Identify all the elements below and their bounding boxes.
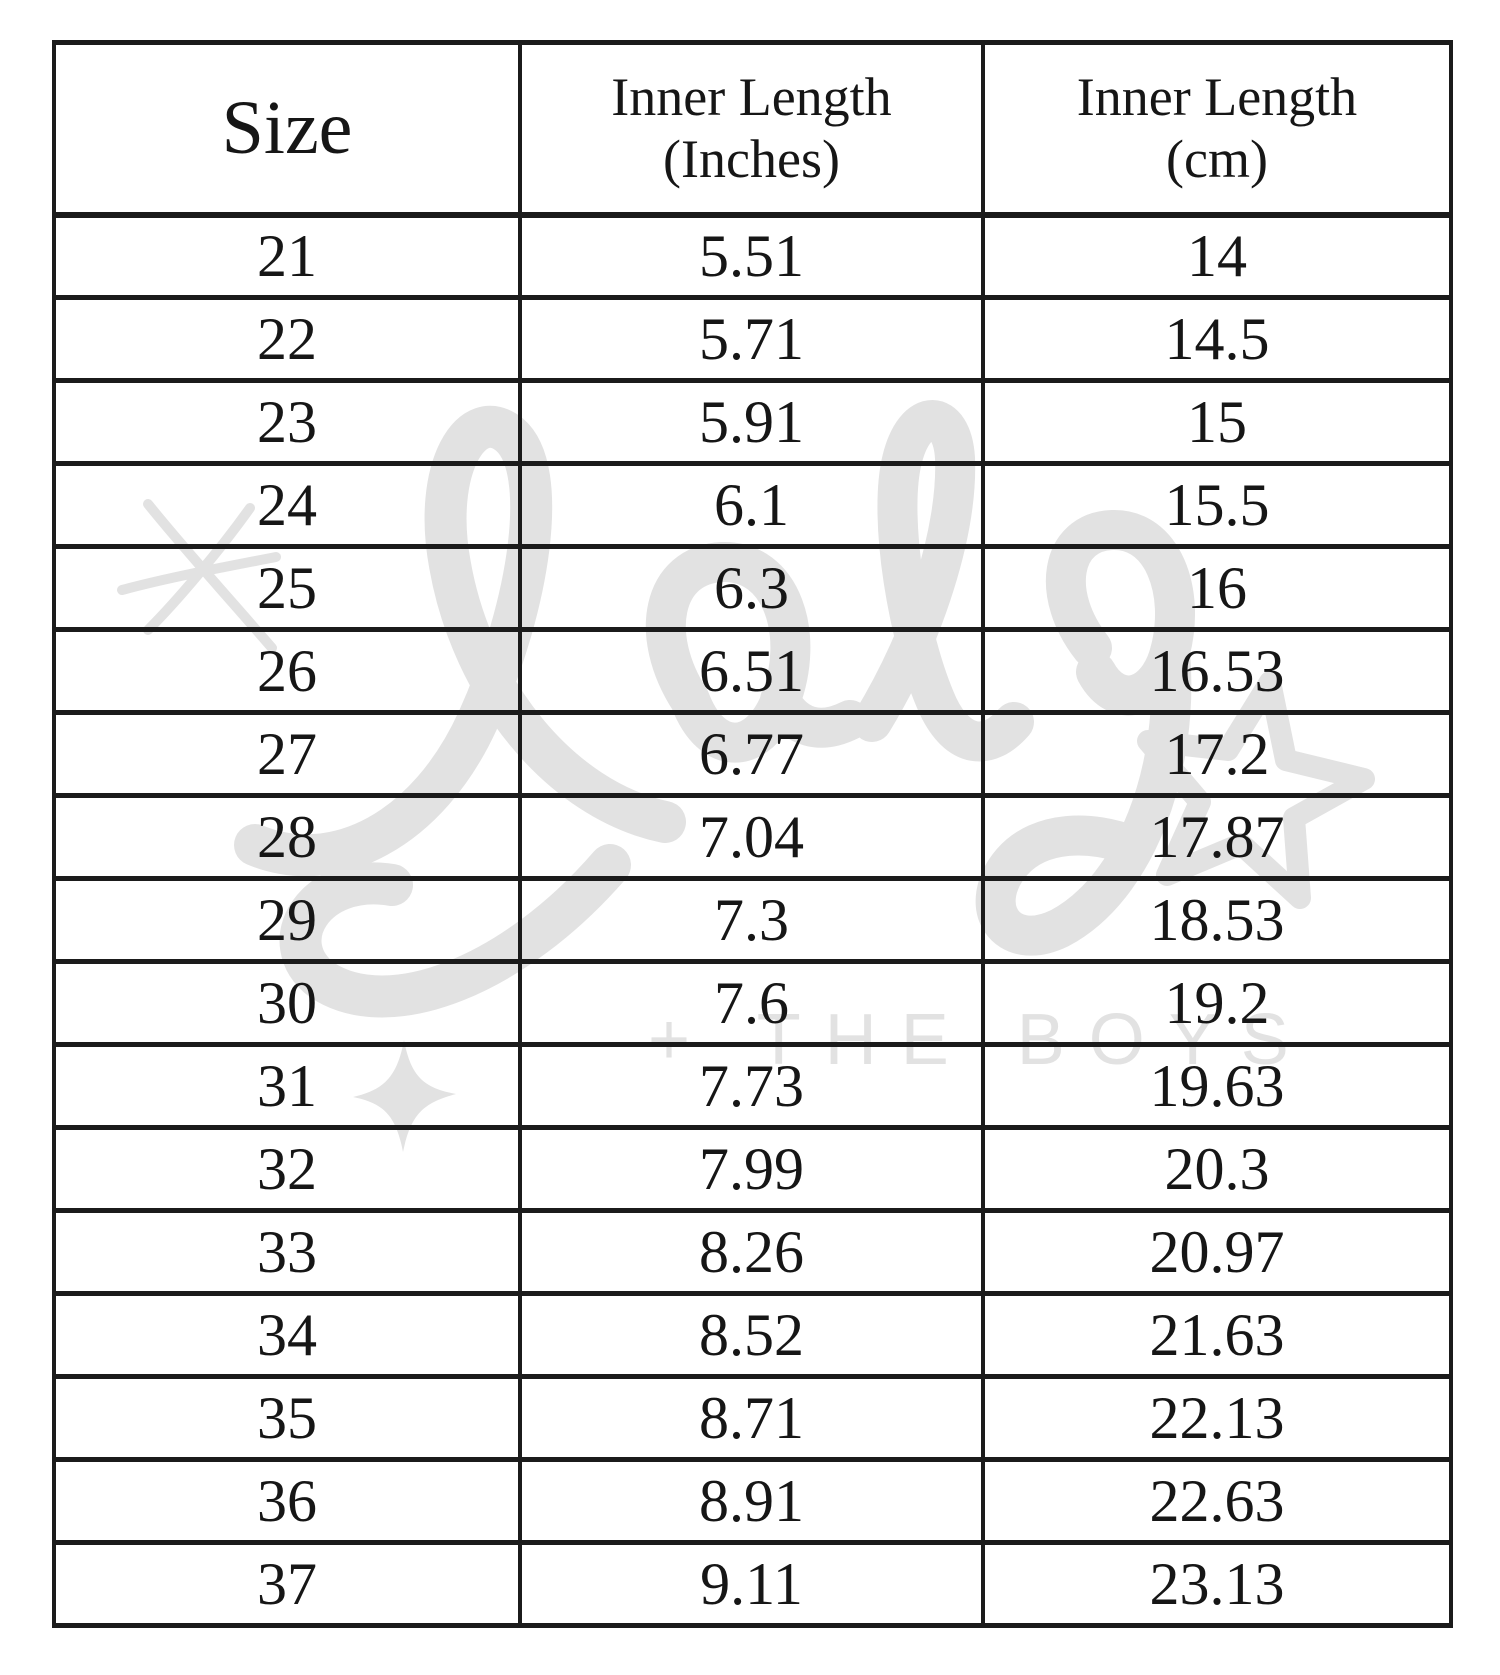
cell-cm-23: 15 — [981, 378, 1453, 466]
column-header-label: Inner Length — [1076, 67, 1358, 128]
cell-inches-22: 5.71 — [518, 295, 985, 383]
cell-cm-35: 22.13 — [981, 1374, 1453, 1462]
cell-cm-30: 19.2 — [981, 959, 1453, 1047]
cell-inches-28: 7.04 — [518, 793, 985, 881]
column-header-sublabel: (Inches) — [663, 129, 840, 190]
size-row-36: 36 8.91 22.63 — [52, 1457, 1453, 1545]
size-row-28: 28 7.04 17.87 — [52, 793, 1453, 881]
size-row-22: 22 5.71 14.5 — [52, 295, 1453, 383]
cell-inches-23: 5.91 — [518, 378, 985, 466]
cell-inches-25: 6.3 — [518, 544, 985, 632]
cell-size-29: 29 — [52, 876, 522, 964]
size-row-37: 37 9.11 23.13 — [52, 1540, 1453, 1628]
size-row-29: 29 7.3 18.53 — [52, 876, 1453, 964]
cell-size-32: 32 — [52, 1125, 522, 1213]
cell-size-28: 28 — [52, 793, 522, 881]
table-header: Size Inner Length (Inches) Inner Length (cm) — [52, 40, 1453, 218]
cell-size-25: 25 — [52, 544, 522, 632]
cell-cm-24: 15.5 — [981, 461, 1453, 549]
size-row-34: 34 8.52 21.63 — [52, 1291, 1453, 1379]
cell-inches-37: 9.11 — [518, 1540, 985, 1628]
cell-cm-36: 22.63 — [981, 1457, 1453, 1545]
cell-size-24: 24 — [52, 461, 522, 549]
cell-size-30: 30 — [52, 959, 522, 1047]
cell-inches-36: 8.91 — [518, 1457, 985, 1545]
cell-inches-33: 8.26 — [518, 1208, 985, 1296]
cell-inches-27: 6.77 — [518, 710, 985, 798]
cell-inches-31: 7.73 — [518, 1042, 985, 1130]
column-header-label: Size — [221, 85, 353, 170]
cell-size-36: 36 — [52, 1457, 522, 1545]
column-header-sublabel: (cm) — [1166, 129, 1268, 190]
cell-cm-27: 17.2 — [981, 710, 1453, 798]
size-row-23: 23 5.91 15 — [52, 378, 1453, 466]
cell-size-26: 26 — [52, 627, 522, 715]
cell-size-21: 21 — [52, 212, 522, 300]
header-row: Size Inner Length (Inches) Inner Length (cm) — [52, 40, 1453, 218]
cell-cm-29: 18.53 — [981, 876, 1453, 964]
cell-size-33: 33 — [52, 1208, 522, 1296]
column-header-label: Inner Length — [611, 67, 892, 128]
size-row-24: 24 6.1 15.5 — [52, 461, 1453, 549]
size-row-21: 21 5.51 14 — [52, 212, 1453, 300]
cell-cm-33: 20.97 — [981, 1208, 1453, 1296]
size-row-31: 31 7.73 19.63 — [52, 1042, 1453, 1130]
cell-inches-29: 7.3 — [518, 876, 985, 964]
size-row-35: 35 8.71 22.13 — [52, 1374, 1453, 1462]
cell-inches-35: 8.71 — [518, 1374, 985, 1462]
cell-cm-34: 21.63 — [981, 1291, 1453, 1379]
column-header-cm: Inner Length (cm) — [981, 40, 1453, 218]
cell-size-22: 22 — [52, 295, 522, 383]
cell-size-31: 31 — [52, 1042, 522, 1130]
table-body: 21 5.51 14 22 5.71 14.5 23 5.91 15 24 6.1 15.5 25 6.3… — [52, 212, 1453, 1628]
size-row-27: 27 6.77 17.2 — [52, 710, 1453, 798]
size-row-33: 33 8.26 20.97 — [52, 1208, 1453, 1296]
cell-inches-24: 6.1 — [518, 461, 985, 549]
size-chart-table: Size Inner Length (Inches) Inner Length (cm)… — [52, 40, 1453, 1628]
cell-inches-30: 7.6 — [518, 959, 985, 1047]
size-row-30: 30 7.6 19.2 — [52, 959, 1453, 1047]
cell-cm-32: 20.3 — [981, 1125, 1453, 1213]
cell-size-35: 35 — [52, 1374, 522, 1462]
cell-cm-28: 17.87 — [981, 793, 1453, 881]
cell-cm-22: 14.5 — [981, 295, 1453, 383]
cell-cm-31: 19.63 — [981, 1042, 1453, 1130]
cell-cm-21: 14 — [981, 212, 1453, 300]
cell-inches-34: 8.52 — [518, 1291, 985, 1379]
cell-size-37: 37 — [52, 1540, 522, 1628]
cell-size-34: 34 — [52, 1291, 522, 1379]
column-header-inches: Inner Length (Inches) — [518, 40, 985, 218]
size-row-25: 25 6.3 16 — [52, 544, 1453, 632]
cell-cm-37: 23.13 — [981, 1540, 1453, 1628]
size-row-32: 32 7.99 20.3 — [52, 1125, 1453, 1213]
size-row-26: 26 6.51 16.53 — [52, 627, 1453, 715]
cell-cm-26: 16.53 — [981, 627, 1453, 715]
cell-inches-32: 7.99 — [518, 1125, 985, 1213]
cell-size-27: 27 — [52, 710, 522, 798]
cell-cm-25: 16 — [981, 544, 1453, 632]
column-header-size: Size — [52, 40, 522, 218]
cell-inches-26: 6.51 — [518, 627, 985, 715]
cell-inches-21: 5.51 — [518, 212, 985, 300]
cell-size-23: 23 — [52, 378, 522, 466]
